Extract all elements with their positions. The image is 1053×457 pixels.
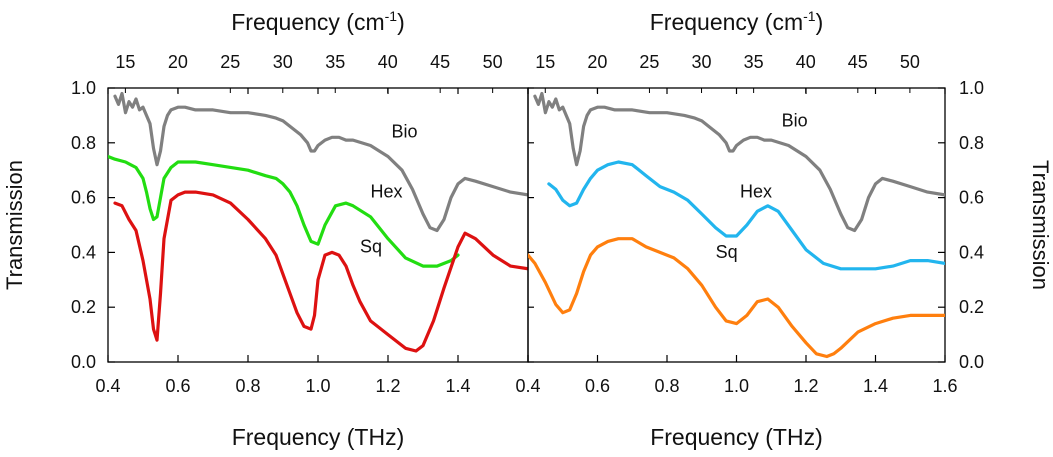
- top-axis-title: Frequency (cm-1): [650, 8, 824, 35]
- top-tick-label: 20: [587, 52, 607, 72]
- top-tick-label: 15: [115, 52, 135, 72]
- chart-panel-right: 0.4 0.6 0.8 1.0 1.2 1.4 1.60.0 0.2 0.4 0.6 0.8 1.0 1…: [515, 8, 1053, 450]
- series-line-bio: [113, 91, 528, 233]
- top-tick-label: 30: [692, 52, 712, 72]
- top-tick-label: 40: [796, 52, 816, 72]
- top-tick-label: 45: [430, 52, 450, 72]
- series-label-bio: Bio: [782, 110, 808, 130]
- y-tick-label: 0.2: [71, 297, 96, 317]
- y-tick-label: 1.0: [959, 78, 984, 98]
- y-axis-title: Transmission: [1028, 160, 1053, 290]
- x-tick-label: 1.0: [724, 376, 749, 396]
- x-tick-label: 1.4: [863, 376, 888, 396]
- series-label-bio: Bio: [392, 121, 418, 141]
- y-tick-label: 0.4: [71, 242, 96, 262]
- y-tick-label: 0.4: [959, 242, 984, 262]
- series-line-hex: [547, 160, 945, 271]
- x-tick-label: 0.8: [235, 376, 260, 396]
- top-tick-label: 25: [639, 52, 659, 72]
- x-axis-title: Frequency (THz): [232, 424, 405, 450]
- series-line-hex: [108, 154, 460, 268]
- top-axis-title-main: Frequency (cm: [231, 9, 384, 35]
- y-tick-label: 0.6: [71, 188, 96, 208]
- top-axis-title-sup: -1: [803, 8, 816, 24]
- top-axis-title: Frequency (cm-1): [231, 8, 405, 35]
- y-tick-label: 0.8: [959, 133, 984, 153]
- top-tick-label: 35: [744, 52, 764, 72]
- x-tick-label: 1.2: [793, 376, 818, 396]
- top-tick-label: 30: [273, 52, 293, 72]
- x-tick-label: 0.6: [585, 376, 610, 396]
- top-tick-label: 50: [900, 52, 920, 72]
- y-axis-title: Transmission: [2, 160, 27, 290]
- top-tick-label: 20: [168, 52, 188, 72]
- x-tick-label: 0.4: [95, 376, 120, 396]
- x-tick-label: 1.4: [445, 376, 470, 396]
- y-tick-label: 1.0: [71, 78, 96, 98]
- series-label-hex: Hex: [371, 182, 403, 202]
- top-tick-label: 45: [848, 52, 868, 72]
- x-tick-label: 1.6: [932, 376, 957, 396]
- top-axis-title-main: Frequency (cm: [650, 9, 803, 35]
- top-tick-label: 25: [220, 52, 240, 72]
- x-tick-label: 0.6: [165, 376, 190, 396]
- x-tick-label: 1.0: [305, 376, 330, 396]
- top-tick-label: 35: [325, 52, 345, 72]
- y-tick-label: 0.2: [959, 297, 984, 317]
- series-line-bio: [533, 91, 945, 233]
- y-tick-label: 0.6: [959, 188, 984, 208]
- top-axis-title-sup: -1: [385, 8, 398, 24]
- series-label-sq: Sq: [360, 236, 382, 256]
- series-label-sq: Sq: [716, 242, 738, 262]
- x-tick-label: 1.2: [375, 376, 400, 396]
- x-tick-label: 0.8: [654, 376, 679, 396]
- chart-panel-left: 0.4 0.6 0.8 1.0 1.2 1.4 0.0 0.2 0.4 0.6 0.8 1.0 15 20…: [2, 8, 529, 450]
- series-line-sq: [113, 190, 528, 353]
- top-axis-title-end: ): [397, 9, 405, 35]
- top-tick-label: 40: [378, 52, 398, 72]
- y-tick-label: 0.0: [71, 352, 96, 372]
- series-line-sq: [528, 237, 945, 359]
- x-tick-label: 0.4: [515, 376, 540, 396]
- top-tick-label: 15: [535, 52, 555, 72]
- x-axis-title: Frequency (THz): [650, 424, 823, 450]
- top-axis-title-end: ): [816, 9, 824, 35]
- plot-frame: [107, 87, 529, 363]
- series-label-hex: Hex: [740, 182, 772, 202]
- y-tick-label: 0.8: [71, 133, 96, 153]
- y-tick-label: 0.0: [959, 352, 984, 372]
- top-tick-label: 50: [483, 52, 503, 72]
